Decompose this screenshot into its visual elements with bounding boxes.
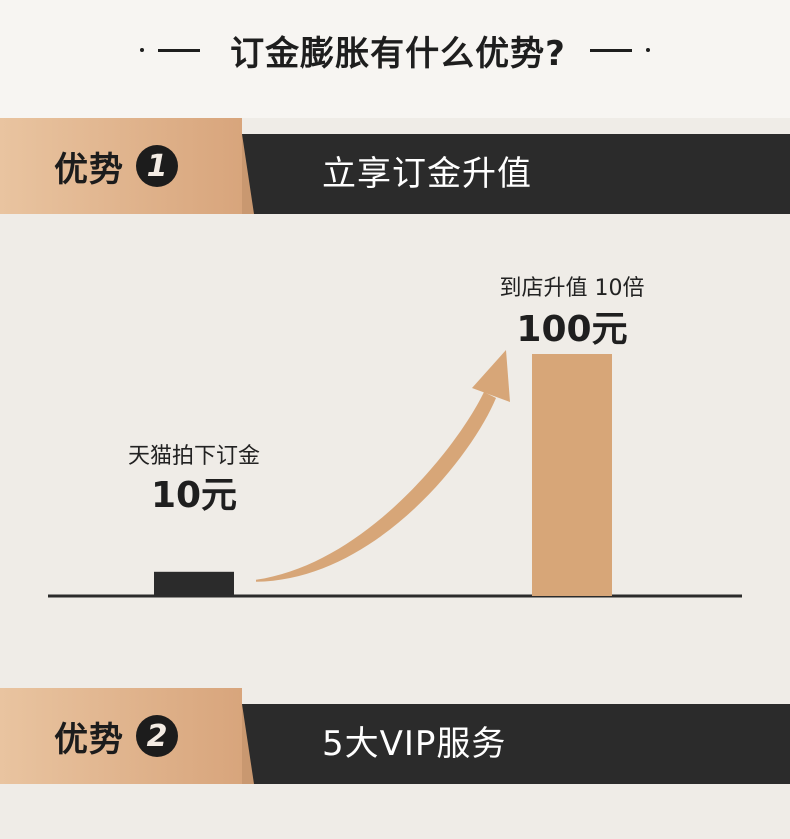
section-title-band: [242, 134, 790, 214]
advantage-tag-label: 优势: [54, 149, 124, 190]
decor-dot: [645, 48, 650, 52]
section-bar-wedge: [242, 704, 254, 784]
heading-right-decoration: [589, 48, 650, 52]
chart-bar-1: [532, 354, 612, 596]
bar-category-label-1: 到店升值 10倍: [499, 276, 645, 301]
advantage-tag: 优势 1: [0, 118, 242, 214]
decor-dot: [140, 48, 145, 52]
advantage-tag-label: 优势: [54, 719, 124, 760]
section-bar-advantage-1: 优势 1 立享订金升值: [0, 118, 790, 214]
bar-value-label-0: 10元: [150, 475, 238, 516]
advantage-number-badge: 1: [136, 145, 178, 187]
header-band: [0, 0, 790, 118]
bar-value-label-1: 100元: [516, 309, 628, 350]
advantage-tag: 优势 2: [0, 688, 242, 784]
section-bar-advantage-2: 优势 2 5大VIP服务: [0, 688, 790, 784]
decor-dash: [158, 48, 201, 52]
decor-dash: [589, 48, 632, 52]
price-growth-chart: 天猫拍下订金 10元 到店升值 10倍 100元: [0, 214, 790, 688]
section-title: 5大VIP服务: [322, 724, 507, 764]
bar-category-label-0: 天猫拍下订金: [127, 444, 260, 469]
chart-svg: [48, 350, 742, 598]
section-bar-wedge: [242, 134, 254, 214]
growth-arrow-head: [472, 350, 510, 402]
section-title-band: [242, 704, 790, 784]
heading-left-decoration: [140, 48, 201, 52]
advantage-number-badge: 2: [136, 715, 178, 757]
chart-bar-0: [154, 571, 234, 596]
growth-arrow-body: [256, 392, 496, 582]
page-title: 订金膨胀有什么优势?: [230, 33, 566, 74]
section-title: 立享订金升值: [322, 154, 532, 194]
page-heading: 订金膨胀有什么优势?: [0, 22, 790, 78]
